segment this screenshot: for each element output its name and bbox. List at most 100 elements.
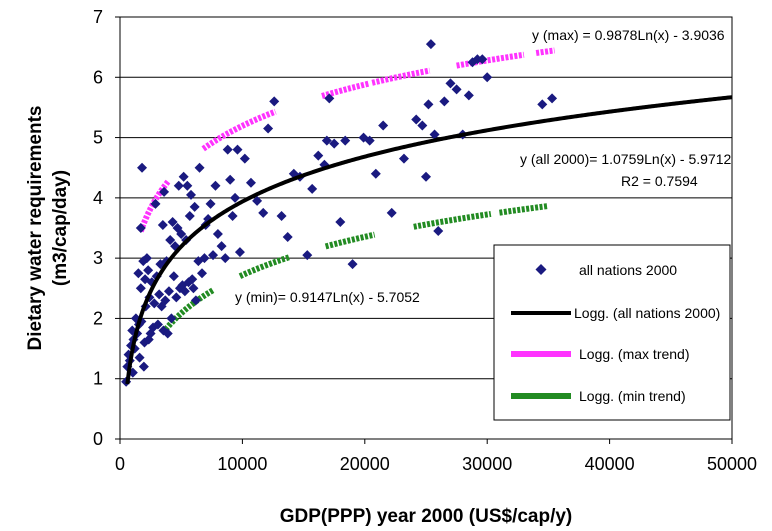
data-point	[451, 84, 462, 95]
data-point	[154, 289, 165, 300]
data-point	[307, 183, 318, 194]
data-point	[141, 253, 152, 264]
data-point	[482, 72, 493, 83]
data-point	[135, 283, 146, 294]
data-point	[417, 120, 428, 131]
data-point	[135, 223, 146, 233]
data-point	[423, 99, 434, 110]
max-trend-segment	[371, 67, 431, 86]
data-point	[197, 268, 208, 279]
y-tick-label: 3	[93, 248, 103, 268]
data-point	[179, 286, 190, 297]
data-point	[411, 114, 422, 125]
data-point	[239, 153, 250, 164]
data-point	[194, 162, 205, 173]
data-point	[313, 150, 324, 161]
data-point	[329, 138, 340, 149]
data-point	[138, 361, 149, 372]
data-point	[230, 192, 241, 203]
data-point	[439, 96, 450, 107]
max-trend-segment	[535, 47, 555, 56]
data-point	[210, 180, 221, 191]
r2-annotation: R2 = 0.7594	[621, 173, 698, 189]
min-trend-segment	[160, 287, 215, 335]
y-tick-label: 5	[93, 128, 103, 148]
data-point	[162, 328, 173, 339]
legend-box	[493, 244, 731, 421]
data-point	[185, 189, 196, 200]
data-point	[134, 352, 145, 363]
all-nations-trend-line	[125, 95, 733, 385]
y-axis: 0 1 2 3 4 5 6 7	[93, 7, 120, 449]
data-point	[421, 171, 431, 182]
data-point	[216, 241, 227, 252]
max-trend-segment	[321, 80, 370, 99]
data-point	[171, 292, 182, 303]
data-point	[133, 268, 144, 279]
data-point	[143, 265, 154, 276]
y-axis-title-line1: Dietary water requirements	[25, 106, 46, 351]
min-trend-segment	[238, 254, 290, 279]
data-point	[137, 162, 148, 173]
data-point	[173, 180, 184, 191]
legend: all nations 2000 Logg. (all nations 2000…	[493, 244, 731, 421]
data-point	[189, 201, 200, 212]
data-point	[378, 120, 389, 131]
all-equation-annotation: y (all 2000)= 1.0759Ln(x) - 5.9712	[520, 151, 732, 167]
x-axis: 0 10000 20000 30000 40000 50000	[115, 439, 757, 474]
min-equation-annotation: y (min)= 0.9147Ln(x) - 5.7052	[235, 289, 420, 305]
data-point	[364, 135, 375, 146]
data-point	[269, 96, 280, 107]
data-point	[176, 229, 187, 240]
max-equation-annotation: y (max) = 0.9878Ln(x) - 3.9036	[532, 27, 725, 43]
data-point	[302, 250, 313, 261]
x-tick-label: 50000	[707, 454, 757, 474]
data-point	[212, 229, 223, 240]
data-point	[220, 253, 231, 264]
y-tick-label: 1	[93, 369, 103, 389]
x-tick-label: 0	[115, 454, 125, 474]
data-point	[445, 78, 456, 89]
data-point	[547, 93, 558, 104]
data-point	[263, 123, 274, 134]
legend-label-max-trend: Logg. (max trend)	[579, 346, 690, 362]
y-tick-label: 6	[93, 67, 103, 87]
data-point	[205, 198, 216, 209]
data-point	[463, 90, 474, 101]
data-point	[234, 247, 245, 258]
min-trend-line	[160, 202, 549, 335]
data-point	[386, 207, 397, 218]
data-point	[282, 232, 293, 243]
data-point	[166, 313, 177, 324]
min-trend-segment	[413, 210, 492, 230]
data-point	[184, 210, 195, 221]
x-tick-label: 10000	[217, 454, 267, 474]
data-point	[152, 319, 163, 330]
data-point	[321, 135, 332, 146]
data-point	[347, 259, 358, 270]
data-point	[258, 207, 269, 218]
y-axis-title-line2: (m3/cap/day)	[50, 170, 71, 286]
data-point	[425, 39, 436, 50]
data-point	[208, 250, 219, 261]
data-point	[150, 198, 161, 209]
max-trend-segment	[456, 51, 525, 69]
data-point	[167, 216, 178, 227]
data-point	[429, 129, 440, 140]
legend-label-min-trend: Logg. (min trend)	[579, 388, 686, 404]
data-point	[340, 135, 351, 146]
data-point	[187, 274, 198, 285]
data-point	[232, 144, 243, 155]
data-point	[537, 99, 548, 110]
data-point	[245, 177, 256, 188]
data-point	[160, 295, 171, 306]
scatter-points	[121, 39, 558, 387]
data-point	[165, 235, 176, 246]
data-point	[222, 144, 233, 155]
data-point	[149, 298, 160, 309]
legend-label-all-trend: Logg. (all nations 2000)	[574, 305, 720, 321]
data-point	[188, 283, 199, 294]
data-point	[182, 180, 193, 191]
legend-marker-all-nations	[535, 264, 547, 275]
